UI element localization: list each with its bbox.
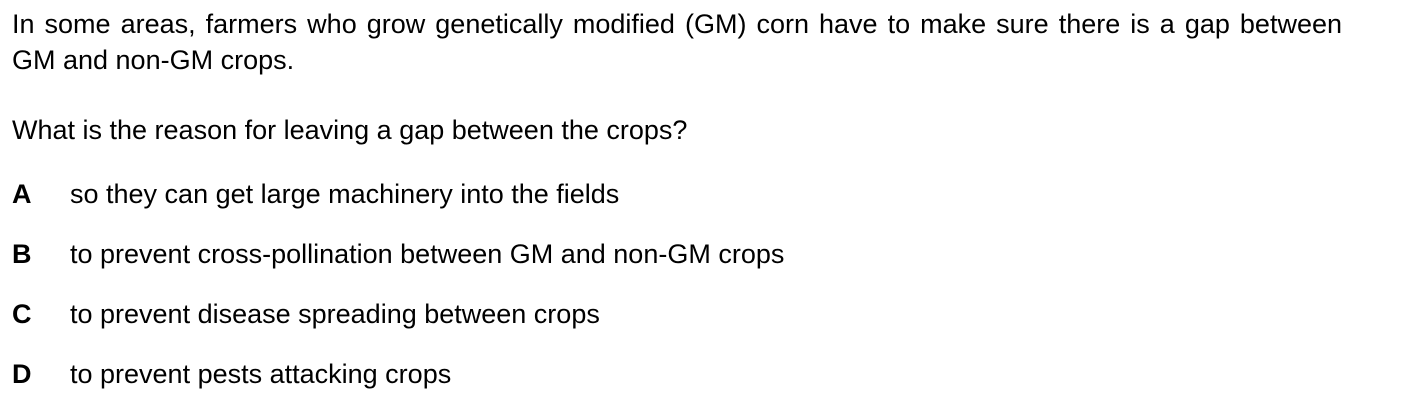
answer-option-b[interactable]: B to prevent cross-pollination between G… bbox=[12, 236, 784, 296]
option-text: to prevent disease spreading between cro… bbox=[70, 299, 600, 329]
answer-options: A so they can get large machinery into t… bbox=[12, 176, 784, 416]
answer-option-a[interactable]: A so they can get large machinery into t… bbox=[12, 176, 784, 236]
option-letter: C bbox=[12, 299, 32, 329]
option-letter: B bbox=[12, 239, 32, 269]
answer-option-d[interactable]: D to prevent pests attacking crops bbox=[12, 356, 784, 416]
option-text: so they can get large machinery into the… bbox=[70, 179, 620, 209]
answer-option-c[interactable]: C to prevent disease spreading between c… bbox=[12, 296, 784, 356]
option-text: to prevent cross-pollination between GM … bbox=[70, 239, 785, 269]
question: In some areas, farmers who grow genetica… bbox=[12, 6, 1342, 389]
option-letter: D bbox=[12, 359, 32, 389]
option-letter: A bbox=[12, 179, 32, 209]
question-prompt: What is the reason for leaving a gap bet… bbox=[12, 115, 688, 145]
option-text: to prevent pests attacking crops bbox=[70, 359, 452, 389]
question-stem: In some areas, farmers who grow genetica… bbox=[12, 9, 1342, 75]
